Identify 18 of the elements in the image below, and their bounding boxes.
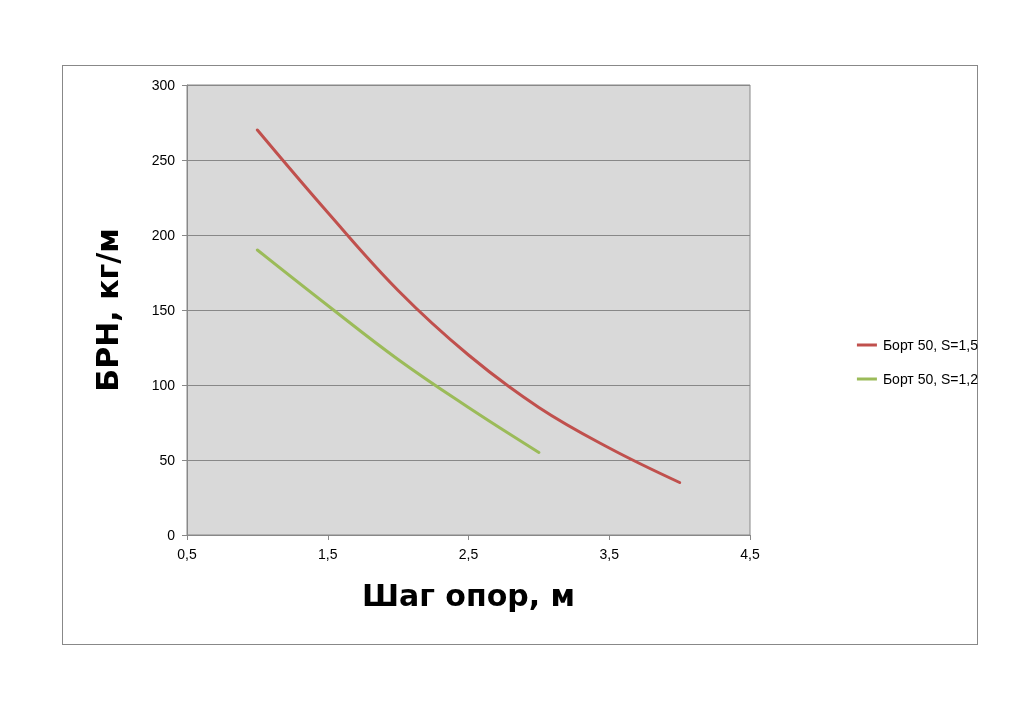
x-tick-label: 0,5: [177, 546, 197, 562]
x-axis-title: Шаг опор, м: [361, 577, 576, 613]
x-tick-label: 3,5: [599, 546, 620, 562]
y-tick-label: 250: [151, 152, 176, 168]
line-series: [255, 248, 541, 454]
y-tick-label: 100: [151, 377, 176, 393]
y-tick-label: 300: [151, 77, 176, 93]
y-tick-label: 50: [159, 452, 176, 468]
line-series: [255, 128, 682, 484]
y-tick-label: 150: [151, 302, 176, 318]
x-tick-label: 4,5: [740, 546, 760, 562]
y-axis-title: БРН, кг/м: [89, 228, 125, 392]
y-tick-label: 0: [167, 527, 176, 543]
x-tick-label: 2,5: [458, 546, 479, 562]
x-tick-label: 1,5: [318, 546, 338, 562]
y-tick-label: 200: [151, 227, 176, 243]
legend-label: Борт 50, S=1,2: [882, 371, 979, 387]
legend-label: Борт 50, S=1,5: [882, 337, 979, 353]
